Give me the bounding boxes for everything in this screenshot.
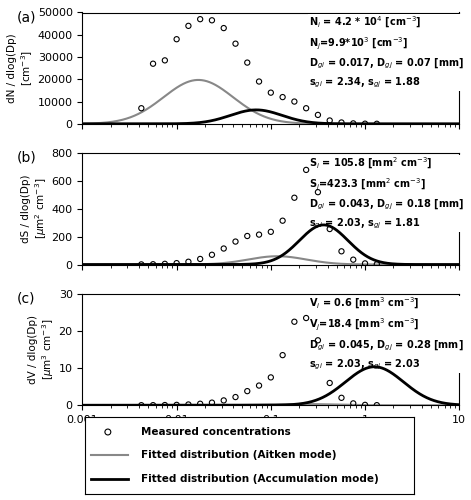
Point [161,401,169,409]
Point [173,259,180,267]
Point [185,22,192,30]
Point [161,260,169,268]
Point [373,120,381,128]
Point [232,238,239,246]
Point [361,120,369,128]
Point [291,318,298,326]
Point [196,15,204,23]
Point [267,88,275,96]
Point [279,351,286,359]
Point [173,401,180,409]
Point [138,260,145,268]
Point [267,228,275,236]
Text: Measured concentrations: Measured concentrations [141,427,291,437]
Point [326,116,333,124]
Point [326,379,333,387]
Point [232,393,239,401]
Point [361,401,369,409]
Point [302,166,310,174]
Point [104,428,112,436]
Text: (b): (b) [16,151,36,165]
Point [196,255,204,263]
Text: Fitted distribution (Accumulation mode): Fitted distribution (Accumulation mode) [141,474,379,484]
Point [173,35,180,43]
Point [255,78,263,86]
Point [314,336,322,344]
Text: Fitted distribution (Aitken mode): Fitted distribution (Aitken mode) [141,450,336,460]
Point [208,398,216,406]
Point [314,111,322,119]
Point [208,251,216,259]
Point [244,387,251,395]
Point [138,401,145,409]
Point [208,16,216,24]
Point [220,24,227,32]
Point [361,260,369,268]
Point [373,401,381,409]
Point [279,93,286,101]
Text: N$_i$ = 4.2 * 10$^4$ [cm$^{-3}$]
N$_j$=9.9*10$^3$ [cm$^{-3}$]
D$_{gi}$ = 0.017, : N$_i$ = 4.2 * 10$^4$ [cm$^{-3}$] N$_j$=9… [309,14,463,90]
Point [149,60,157,68]
Point [149,401,157,409]
Point [279,216,286,224]
Point [302,314,310,322]
Point [185,258,192,266]
Point [138,104,145,112]
Y-axis label: dN / dlog(Dp)
[cm$^{-3}$]: dN / dlog(Dp) [cm$^{-3}$] [7,34,35,103]
Point [291,98,298,106]
Point [220,396,227,404]
Point [149,260,157,268]
Point [161,56,169,64]
Point [244,232,251,240]
Point [255,382,263,390]
Point [314,188,322,196]
Point [255,230,263,238]
Point [349,256,357,264]
Text: (a): (a) [16,10,36,24]
X-axis label: Particle diameter [μm]: Particle diameter [μm] [195,430,346,444]
Point [326,225,333,233]
Point [302,104,310,112]
Text: S$_i$ = 105.8 [mm$^2$ cm$^{-3}$]
S$_j$=423.3 [mm$^2$ cm$^{-3}$]
D$_{gi}$ = 0.043: S$_i$ = 105.8 [mm$^2$ cm$^{-3}$] S$_j$=4… [309,156,463,231]
Point [244,58,251,66]
Y-axis label: dS / dlog(Dp)
[$\mu$m$^2$ cm$^{-3}$]: dS / dlog(Dp) [$\mu$m$^2$ cm$^{-3}$] [21,174,49,243]
Point [267,374,275,382]
Point [349,120,357,128]
Point [185,400,192,408]
Point [338,118,345,126]
Point [338,248,345,256]
Text: (c): (c) [16,292,35,306]
Point [291,194,298,202]
Point [338,394,345,402]
Point [349,400,357,407]
Y-axis label: dV / dlog(Dp)
[$\mu$m$^3$ cm$^{-3}$]: dV / dlog(Dp) [$\mu$m$^3$ cm$^{-3}$] [28,315,56,384]
Point [232,40,239,48]
Point [373,260,381,268]
Text: V$_i$ = 0.6 [mm$^3$ cm$^{-3}$]
V$_j$=18.4 [mm$^3$ cm$^{-3}$]
D$_{gi}$ = 0.045, D: V$_i$ = 0.6 [mm$^3$ cm$^{-3}$] V$_j$=18.… [309,296,463,372]
Point [196,400,204,407]
Point [220,244,227,252]
